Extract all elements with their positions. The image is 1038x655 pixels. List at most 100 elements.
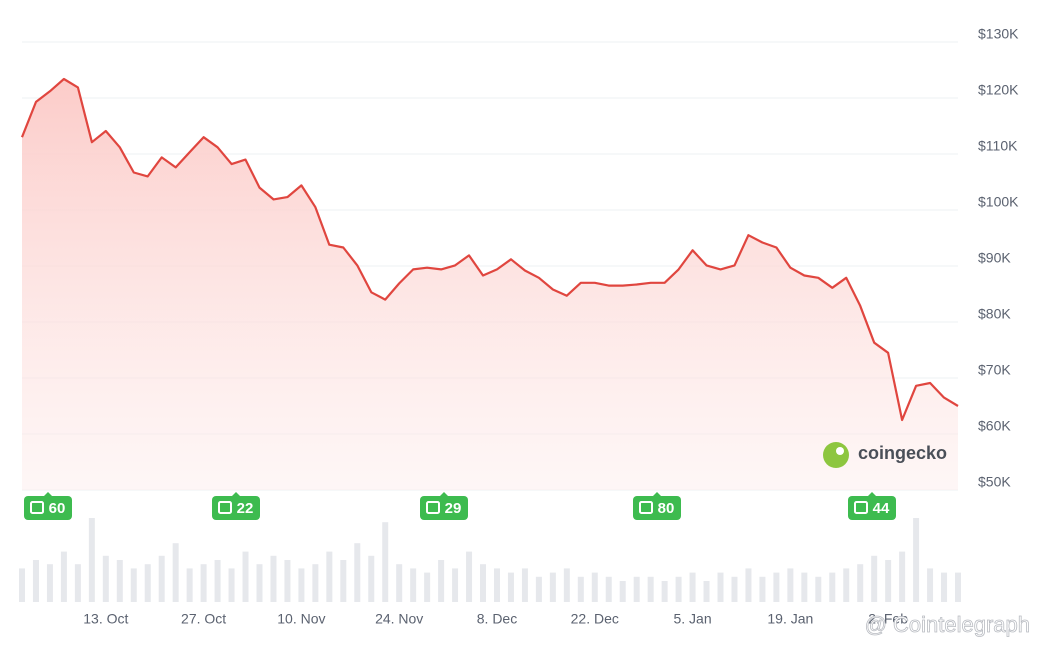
volume-bar bbox=[270, 555, 277, 602]
volume-bar bbox=[438, 560, 445, 602]
volume-bar bbox=[493, 568, 500, 602]
volume-bar bbox=[200, 564, 207, 602]
volume-bar bbox=[661, 581, 668, 602]
volume-bar bbox=[759, 576, 766, 602]
price-line bbox=[20, 77, 959, 422]
badge-pointer bbox=[439, 492, 449, 497]
volume-bar bbox=[507, 572, 514, 602]
x-tick-label: 13. Oct bbox=[83, 611, 128, 627]
volume-bar bbox=[857, 564, 864, 602]
x-tick-label: 8. Dec bbox=[477, 611, 517, 627]
badge-icon bbox=[30, 501, 44, 514]
watermark: coingecko bbox=[858, 443, 947, 463]
volume-bar bbox=[144, 564, 151, 602]
coingecko-eye bbox=[836, 447, 844, 455]
volume-bar bbox=[787, 568, 794, 602]
volume-bar bbox=[116, 560, 123, 602]
volume-bar bbox=[466, 551, 473, 602]
x-tick-label: 24. Nov bbox=[375, 611, 423, 627]
volume-bar bbox=[815, 576, 822, 602]
badge-pointer bbox=[231, 492, 241, 497]
volume-bar bbox=[312, 564, 319, 602]
volume-bar bbox=[955, 572, 961, 602]
volume-bar bbox=[675, 576, 682, 602]
volume-bar bbox=[172, 543, 179, 602]
y-tick-label: $100K bbox=[978, 194, 1019, 210]
volume-bar bbox=[703, 581, 710, 602]
news-badge: 29 bbox=[420, 492, 468, 520]
volume-bar bbox=[242, 551, 249, 602]
volume-bar bbox=[549, 572, 556, 602]
volume-bar bbox=[563, 568, 570, 602]
watermark: @ Cointelegraph bbox=[865, 612, 1030, 637]
volume-bar bbox=[340, 560, 347, 602]
y-tick-label: $120K bbox=[978, 82, 1019, 98]
volume-bar bbox=[535, 576, 542, 602]
volume-bar bbox=[885, 560, 892, 602]
volume-bar bbox=[186, 568, 193, 602]
volume-bar bbox=[368, 555, 375, 602]
news-badge: 22 bbox=[212, 492, 260, 520]
volume-bar bbox=[745, 568, 752, 602]
volume-bar bbox=[913, 518, 920, 602]
volume-bar bbox=[46, 564, 53, 602]
volume-bar bbox=[717, 572, 724, 602]
y-tick-label: $60K bbox=[978, 418, 1011, 434]
volume-bar bbox=[102, 555, 109, 602]
volume-bar bbox=[214, 560, 221, 602]
volume-bar bbox=[521, 568, 528, 602]
badge-count: 22 bbox=[237, 500, 254, 517]
x-tick-label: 10. Nov bbox=[277, 611, 325, 627]
volume-bar bbox=[577, 576, 584, 602]
volume-bar bbox=[773, 572, 780, 602]
volume-bar bbox=[32, 560, 39, 602]
badge-pointer bbox=[867, 492, 877, 497]
y-tick-label: $80K bbox=[978, 306, 1011, 322]
badge-pointer bbox=[652, 492, 662, 497]
volume-bar bbox=[871, 555, 878, 602]
coingecko-logo bbox=[823, 442, 849, 468]
y-tick-label: $130K bbox=[978, 26, 1019, 42]
volume-bar bbox=[326, 551, 333, 602]
badge-count: 60 bbox=[49, 500, 66, 517]
volume-bar bbox=[829, 572, 836, 602]
y-tick-label: $50K bbox=[978, 474, 1011, 490]
volume-bar bbox=[88, 518, 95, 602]
y-tick-label: $90K bbox=[978, 250, 1011, 266]
volume-bar bbox=[689, 572, 696, 602]
badge-count: 80 bbox=[658, 500, 675, 517]
volume-bar bbox=[927, 568, 934, 602]
volume-bar bbox=[591, 572, 598, 602]
volume-bar bbox=[158, 555, 165, 602]
badge-pointer bbox=[43, 492, 53, 497]
volume-bar bbox=[619, 581, 626, 602]
volume-bar bbox=[899, 551, 906, 602]
volume-bar bbox=[382, 522, 389, 602]
y-tick-label: $70K bbox=[978, 362, 1011, 378]
volume-bar bbox=[19, 568, 25, 602]
x-tick-label: 19. Jan bbox=[767, 611, 813, 627]
volume-bar bbox=[74, 564, 81, 602]
volume-bar bbox=[396, 564, 403, 602]
volume-bar bbox=[60, 551, 67, 602]
volume-bar bbox=[452, 568, 459, 602]
volume-bar bbox=[298, 568, 305, 602]
volume-bar bbox=[256, 564, 263, 602]
badge-icon bbox=[426, 501, 440, 514]
x-tick-label: 27. Oct bbox=[181, 611, 226, 627]
x-tick-label: 22. Dec bbox=[571, 611, 619, 627]
volume-bar bbox=[228, 568, 235, 602]
badge-count: 44 bbox=[873, 500, 890, 517]
x-tick-label: 2. Feb bbox=[868, 611, 908, 627]
volume-bar bbox=[424, 572, 431, 602]
badge-count: 29 bbox=[445, 500, 462, 517]
volume-bar bbox=[647, 576, 654, 602]
news-badge: 44 bbox=[848, 492, 896, 520]
y-tick-label: $110K bbox=[978, 138, 1018, 154]
volume-bar bbox=[731, 576, 738, 602]
volume-bar bbox=[410, 568, 417, 602]
volume-bar bbox=[354, 543, 361, 602]
volume-bar bbox=[130, 568, 137, 602]
badge-icon bbox=[854, 501, 868, 514]
